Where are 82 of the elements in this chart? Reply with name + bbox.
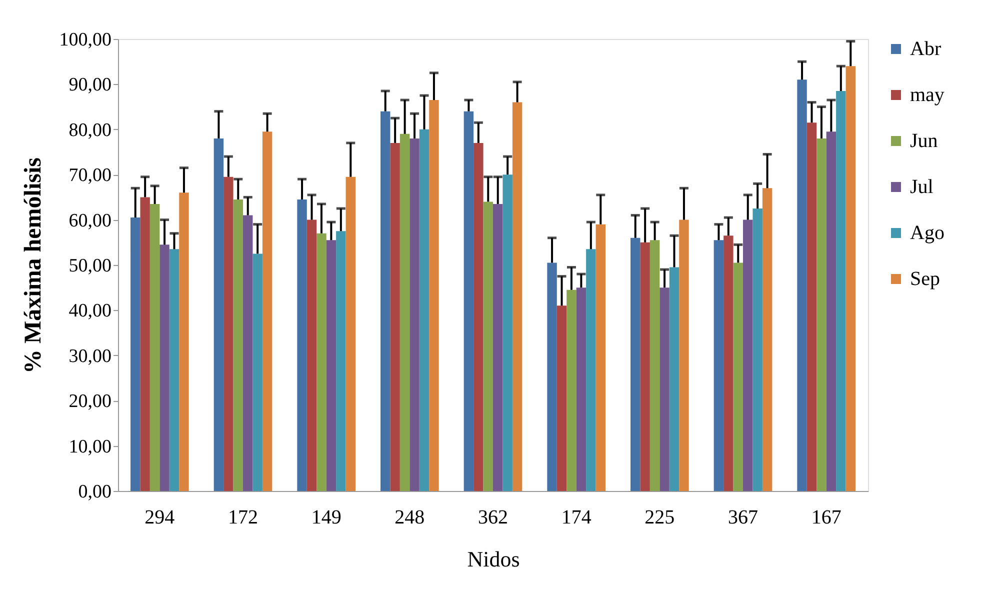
bar bbox=[724, 236, 734, 491]
bar bbox=[566, 290, 576, 491]
bar bbox=[650, 240, 660, 491]
x-tick-label: 248 bbox=[394, 506, 425, 528]
bar bbox=[380, 111, 390, 491]
bar bbox=[130, 218, 140, 491]
legend-label: Abr bbox=[910, 38, 942, 60]
x-tick-label: 174 bbox=[561, 506, 592, 528]
bar bbox=[596, 224, 606, 491]
bar bbox=[816, 138, 826, 491]
bar bbox=[502, 174, 512, 491]
y-tick-label: 40,00 bbox=[68, 300, 112, 322]
bar bbox=[483, 202, 493, 491]
legend-label: Jun bbox=[910, 130, 938, 152]
bar bbox=[429, 100, 439, 491]
x-axis-title: Nidos bbox=[467, 546, 520, 572]
bar bbox=[252, 254, 262, 491]
bar bbox=[752, 208, 762, 491]
bar bbox=[846, 66, 856, 491]
bar bbox=[160, 244, 170, 491]
bar bbox=[400, 134, 410, 491]
y-axis-title: % Máxima hemólisis bbox=[20, 158, 46, 374]
x-tick-label: 172 bbox=[228, 506, 258, 528]
bar bbox=[224, 176, 234, 491]
bar bbox=[474, 142, 484, 491]
bar bbox=[326, 240, 336, 491]
bar bbox=[169, 249, 180, 491]
y-tick-label: 30,00 bbox=[68, 346, 112, 367]
bar bbox=[243, 215, 253, 491]
bar bbox=[410, 138, 420, 491]
legend-label: may bbox=[910, 84, 944, 106]
bar bbox=[140, 197, 150, 491]
bar bbox=[306, 220, 317, 491]
y-tick-label: 50,00 bbox=[68, 256, 112, 276]
x-tick-label: 294 bbox=[144, 506, 175, 528]
bar bbox=[547, 262, 557, 491]
bar bbox=[826, 132, 836, 491]
bar bbox=[733, 262, 743, 491]
bar bbox=[512, 102, 522, 491]
bar bbox=[297, 199, 307, 491]
bar bbox=[630, 238, 640, 491]
y-tick-label: 70,00 bbox=[68, 165, 112, 186]
y-tick-label: 20,00 bbox=[68, 391, 112, 412]
bar bbox=[806, 122, 817, 491]
bar bbox=[419, 129, 430, 491]
bar bbox=[556, 306, 567, 491]
x-tick-label: 225 bbox=[644, 506, 675, 528]
bar bbox=[679, 220, 689, 491]
bar bbox=[640, 242, 650, 491]
bar bbox=[576, 288, 586, 491]
bar bbox=[214, 138, 224, 491]
y-tick-label: 0,00 bbox=[78, 482, 112, 502]
y-tick-label: 90,00 bbox=[68, 74, 112, 96]
x-tick-label: 167 bbox=[811, 506, 842, 528]
legend-label: Sep bbox=[910, 268, 940, 290]
bar bbox=[336, 231, 346, 491]
y-tick-label: 60,00 bbox=[68, 210, 112, 232]
x-tick-label: 362 bbox=[478, 506, 508, 528]
legend-label: Jul bbox=[910, 176, 934, 198]
bar bbox=[346, 176, 356, 491]
y-tick-label: 80,00 bbox=[68, 120, 112, 141]
bar bbox=[797, 80, 807, 491]
bar bbox=[493, 204, 503, 491]
bar bbox=[233, 199, 243, 491]
bar bbox=[262, 132, 272, 491]
bar bbox=[743, 220, 753, 491]
bar bbox=[714, 240, 724, 491]
bar bbox=[836, 90, 846, 491]
bar bbox=[464, 111, 474, 491]
bar bbox=[390, 142, 400, 491]
y-tick-label: 100,00 bbox=[59, 30, 112, 50]
x-tick-label: 367 bbox=[728, 506, 758, 528]
bar bbox=[660, 288, 670, 491]
bar bbox=[316, 233, 326, 491]
x-tick-label: 149 bbox=[311, 506, 342, 528]
bar bbox=[669, 267, 680, 491]
legend-label: Ago bbox=[910, 222, 944, 244]
bar bbox=[150, 204, 160, 491]
bar bbox=[586, 249, 596, 491]
bar bbox=[179, 192, 189, 491]
y-tick-label: 10,00 bbox=[68, 436, 112, 458]
bar bbox=[762, 188, 772, 491]
